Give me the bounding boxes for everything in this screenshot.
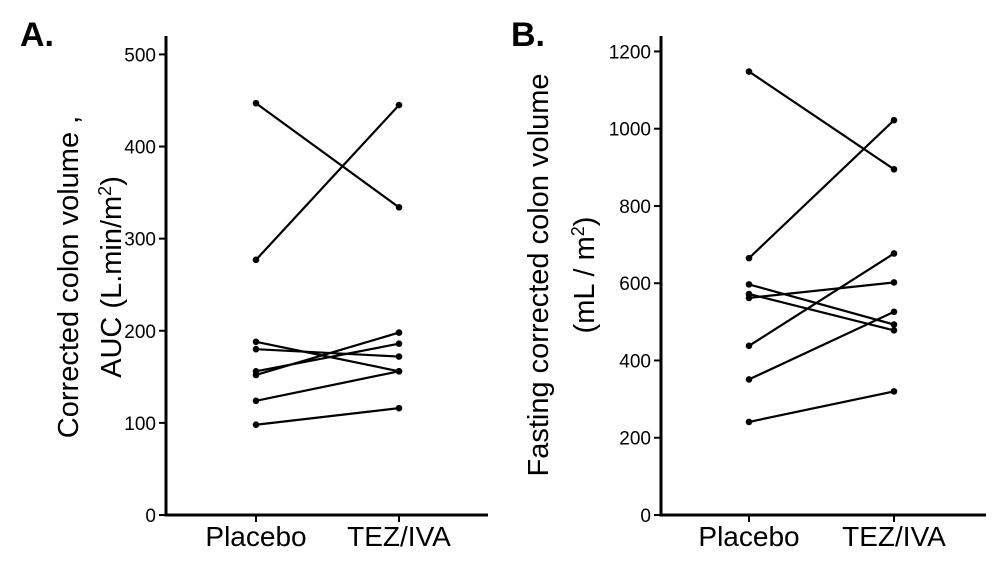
panel-a-y-axis-title-text: AUC (L.min/m (96, 196, 128, 378)
panel-a-point-tez-iva-5 (395, 340, 403, 347)
panel-b-y-axis-title-line2: (mL / m2) (568, 217, 601, 334)
panel-b-y-tick-label: 800 (619, 197, 651, 218)
panel-b-y-axis-title-line1: Fasting corrected colon volume (523, 74, 555, 477)
panel-b-point-placebo-5 (745, 294, 753, 302)
panel-a-letter: A. (20, 16, 54, 54)
panel-b-series-line-6 (748, 252, 895, 347)
panel-a-y-tick-label: 100 (124, 414, 156, 435)
panel-b-y-axis-title-superscript: 2 (568, 226, 588, 236)
panel-a-y-axis-title-line2: AUC (L.min/m2) (95, 176, 128, 378)
panel-a-point-placebo-2 (252, 256, 260, 264)
panel-b-y-axis-title-text: (mL / m (569, 236, 601, 333)
panel-b-letter: B. (511, 16, 545, 54)
panel-b-point-placebo-1 (745, 68, 753, 75)
panel-a-point-tez-iva-7 (395, 368, 403, 375)
panel-b-series-line-4 (748, 292, 895, 332)
panel-b-series-line-7 (748, 310, 895, 381)
panel-a-point-placebo-8 (252, 421, 260, 429)
panel-a-point-placebo-6 (252, 371, 260, 379)
panel-b-series-line-5 (748, 281, 895, 299)
panel-a-y-tick-label: 0 (145, 506, 156, 527)
panel-a-point-placebo-1 (252, 99, 260, 107)
panel-a-y-tick-label: 300 (124, 230, 156, 251)
panel-a-series-line-5 (255, 342, 400, 373)
panel-b-point-tez-iva-5 (890, 279, 898, 286)
panel-a-point-tez-iva-8 (395, 404, 403, 412)
panel-b-x-tick-label: Placebo (698, 521, 799, 552)
panel-b-point-tez-iva-1 (890, 165, 898, 173)
panel-b-point-placebo-7 (745, 376, 753, 383)
panel-a-y-axis-title-suffix: ) (96, 176, 128, 186)
panel-a: A. 0 100 200 300 400 500 Placebo TEZ/IVA Correcte… (20, 16, 488, 552)
panel-b-series-line-8 (748, 390, 895, 423)
panel-a-point-tez-iva-6 (395, 329, 403, 336)
panel-a-series-line-1 (255, 102, 400, 209)
panel-b-series-line-1 (748, 70, 895, 171)
panel-b-y-axis-title-suffix: ) (569, 217, 601, 227)
panel-b-series-line-2 (748, 119, 895, 259)
panel-b-point-tez-iva-2 (890, 116, 898, 124)
panel-b-y-tick-label: 1200 (609, 42, 651, 63)
panel-a-y-tick-label: 200 (124, 322, 156, 343)
panel-a-y-axis-title-superscript: 2 (95, 186, 115, 196)
panel-a-point-tez-iva-2 (395, 101, 403, 109)
panel-b-point-tez-iva-4 (890, 327, 898, 334)
panel-b-point-tez-iva-8 (890, 388, 898, 395)
panel-a-series-line-7 (255, 370, 400, 402)
panel-a-point-placebo-7 (252, 397, 260, 405)
panel-a-x-tick-label: Placebo (205, 521, 306, 552)
panel-a-point-tez-iva-4 (395, 353, 403, 360)
panel-b-y-tick-label: 0 (640, 506, 651, 527)
panel-b-y-tick-label: 1000 (609, 120, 651, 141)
panel-a-y-tick-label: 500 (124, 45, 156, 66)
panel-a-y-tick-label: 400 (124, 138, 156, 159)
panel-b-y-tick-label: 200 (619, 429, 651, 450)
panel-b: B. 0 200 400 600 800 1000 1200 Placebo TEZ/IVA Fas… (511, 16, 986, 552)
panel-a-series-line-8 (255, 407, 400, 426)
panel-b-point-tez-iva-6 (890, 250, 898, 257)
panel-b-y-tick-label: 600 (619, 274, 651, 295)
panel-b-point-placebo-8 (745, 418, 753, 426)
panel-a-x-tick-label: TEZ/IVA (347, 521, 451, 552)
panel-a-series-line-6 (255, 331, 400, 377)
panel-a-point-tez-iva-1 (395, 204, 403, 211)
panel-b-point-tez-iva-3 (890, 321, 898, 328)
panel-a-series-line-2 (255, 104, 400, 261)
panel-b-point-placebo-6 (745, 342, 753, 350)
panel-a-point-placebo-4 (252, 345, 260, 353)
panel-b-y-tick-label: 400 (619, 351, 651, 372)
panel-a-y-axis-title-line1: Corrected colon volume , (53, 116, 85, 438)
panel-b-point-placebo-3 (745, 281, 753, 288)
panel-a-point-placebo-3 (252, 338, 260, 346)
panel-b-point-tez-iva-7 (890, 308, 898, 316)
panel-b-point-placebo-2 (745, 254, 753, 262)
panel-b-x-tick-label: TEZ/IVA (842, 521, 946, 552)
panel-b-series-line-3 (748, 283, 895, 326)
